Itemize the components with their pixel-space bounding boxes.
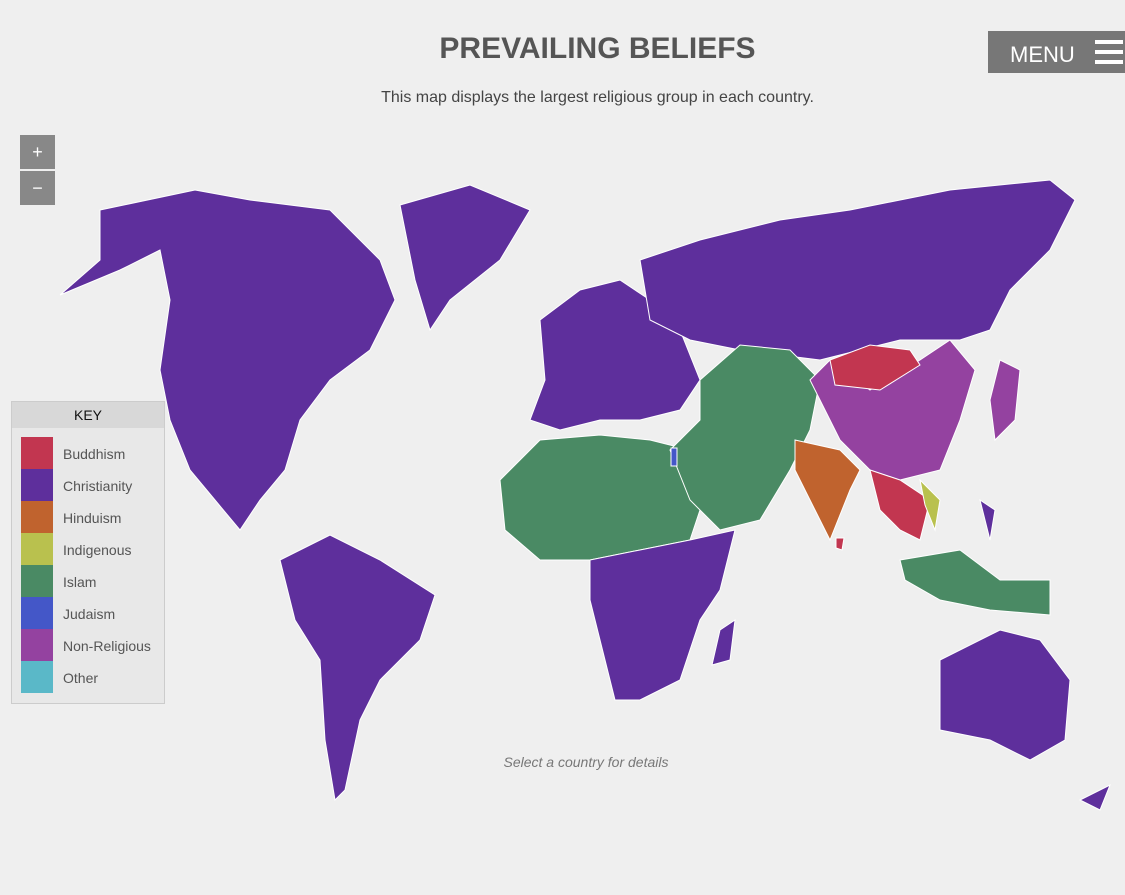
hint: Select a country for details xyxy=(503,754,669,770)
north-africa[interactable] xyxy=(499,434,701,561)
mongolia[interactable] xyxy=(829,344,921,391)
legend-swatch xyxy=(21,661,53,693)
madagascar[interactable] xyxy=(711,618,736,666)
legend-label: Indigenous xyxy=(63,542,132,558)
sri-lanka[interactable] xyxy=(835,537,845,551)
greenland[interactable] xyxy=(399,184,531,332)
legend-item: Non-Religious xyxy=(21,629,161,661)
subtitle: This map displays the largest religious … xyxy=(381,89,814,106)
zoom-out[interactable]: − xyxy=(20,171,55,205)
legend-item: Indigenous xyxy=(21,533,161,565)
legend-swatch xyxy=(21,437,53,469)
legend-label: Islam xyxy=(63,574,97,590)
legend-label: Other xyxy=(63,670,99,686)
legend-swatch xyxy=(21,597,53,629)
legend-item: Islam xyxy=(21,565,161,597)
japan[interactable] xyxy=(989,359,1021,442)
indonesia[interactable] xyxy=(899,549,1051,616)
title: PREVAILING BELIEFS xyxy=(439,32,756,65)
legend-item: Buddhism xyxy=(21,437,161,469)
legend-swatch xyxy=(21,501,53,533)
menu-button[interactable]: MENU xyxy=(988,31,1125,73)
legend-title: KEY xyxy=(12,402,164,428)
menu-label: MENU xyxy=(1010,42,1075,67)
legend-item: Hinduism xyxy=(21,501,161,533)
menu-icon xyxy=(1095,40,1123,70)
legend-label: Hinduism xyxy=(63,510,122,526)
new-zealand[interactable] xyxy=(1078,783,1111,811)
india[interactable] xyxy=(794,439,861,542)
legend-item: Christianity xyxy=(21,469,161,501)
legend-label: Judaism xyxy=(63,606,116,622)
legend-item: Other xyxy=(21,661,161,693)
legend-label: Christianity xyxy=(63,478,133,494)
southeast-asia[interactable] xyxy=(869,469,931,541)
southern-africa[interactable] xyxy=(589,529,736,701)
south-america[interactable] xyxy=(279,534,436,802)
zoom-in[interactable]: + xyxy=(20,135,55,169)
legend-swatch xyxy=(21,565,53,597)
australia[interactable] xyxy=(939,629,1071,761)
legend: KEY Buddhism Christianity Hinduism Indigeno… xyxy=(11,401,165,704)
middle-east[interactable] xyxy=(669,344,821,531)
legend-item: Judaism xyxy=(21,597,161,629)
legend-label: Non-Religious xyxy=(63,638,151,654)
vietnam[interactable] xyxy=(919,478,941,532)
philippines[interactable] xyxy=(979,498,996,541)
israel[interactable] xyxy=(670,447,678,467)
russia[interactable] xyxy=(639,179,1076,361)
legend-label: Buddhism xyxy=(63,446,126,462)
north-america[interactable] xyxy=(59,189,396,531)
legend-swatch xyxy=(21,629,53,661)
legend-swatch xyxy=(21,469,53,501)
legend-swatch xyxy=(21,533,53,565)
